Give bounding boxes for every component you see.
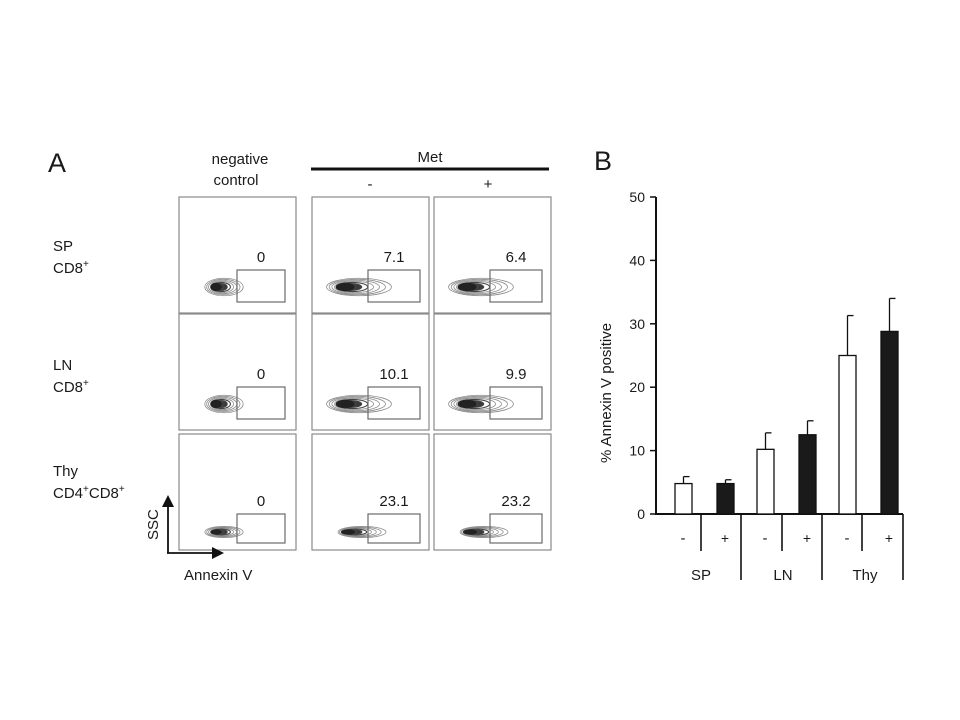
row-label-thy-line2: CD4+CD8+: [53, 484, 125, 502]
contour-density: [326, 277, 392, 297]
annexin-gate: [489, 269, 543, 303]
col-header-met-minus: -: [368, 176, 373, 193]
facs-axis-arrows: [162, 495, 224, 559]
row-label-thy: Thy CD4+CD8+: [53, 463, 125, 502]
contour-density: [204, 394, 244, 414]
row-label-sp-line1: SP: [53, 238, 73, 255]
treatment-label-plus: +: [803, 530, 811, 546]
contour-density: [204, 277, 244, 297]
gate-value: 0: [257, 493, 265, 510]
facs-plot-frame: [178, 196, 297, 314]
facs-plot-ln-met-plus: 9.9: [433, 313, 552, 431]
group-label-sp: SP: [691, 567, 711, 584]
contour-density: [204, 525, 244, 539]
row-label-ln-line2: CD8+: [53, 378, 89, 396]
row-label-ln-line1: LN: [53, 357, 72, 374]
facs-plot-ln-met-minus: 10.1: [311, 313, 430, 431]
annexin-gate: [367, 269, 421, 303]
contour-density: [337, 525, 387, 539]
bar-ln-minus: [756, 448, 775, 515]
row-label-sp-line2: CD8+: [53, 259, 89, 277]
facs-plot-thy-negative-control: 0: [178, 433, 297, 551]
facs-plot-sp-met-plus: 6.4: [433, 196, 552, 314]
bar-ln-plus: [798, 434, 817, 515]
facs-plot-frame: [433, 433, 552, 551]
facs-x-axis-label: Annexin V: [184, 567, 252, 584]
gate-value: 9.9: [506, 366, 527, 383]
annexin-gate: [489, 513, 543, 544]
gate-value: 10.1: [379, 366, 408, 383]
treatment-label-minus: -: [681, 530, 686, 547]
y-tick-label: 10: [629, 443, 645, 459]
panel-a-letter: A: [48, 148, 66, 178]
bar-y-axis-label: % Annexin V positive: [598, 323, 615, 463]
y-tick-label: 30: [629, 316, 645, 332]
group-label-ln: LN: [773, 567, 792, 584]
flow-cytometry-grid: 0 7.1 6.4 0 10.1 9.9 0 23.1 23.2: [178, 196, 552, 551]
annexin-gate: [489, 386, 543, 420]
group-label-thy: Thy: [852, 567, 878, 584]
annexin-gate: [367, 513, 421, 544]
facs-plot-ln-negative-control: 0: [178, 313, 297, 431]
facs-plot-sp-met-minus: 7.1: [311, 196, 430, 314]
bar-sp-plus: [716, 482, 735, 515]
facs-plot-thy-met-plus: 23.2: [433, 433, 552, 551]
gate-value: 6.4: [506, 249, 527, 266]
contour-density: [448, 394, 514, 414]
bar-thy-plus: [880, 330, 899, 515]
contour-density: [448, 277, 514, 297]
col-header-negative-control-line2: control: [213, 172, 258, 189]
annexin-gate: [367, 386, 421, 420]
treatment-label-minus: -: [763, 530, 768, 547]
met-label: Met: [417, 149, 443, 166]
col-header-negative-control-line1: negative: [212, 151, 269, 168]
gate-value: 0: [257, 249, 265, 266]
gate-value: 0: [257, 366, 265, 383]
y-tick-label: 40: [629, 252, 645, 268]
panel-b-letter: B: [594, 146, 612, 176]
treatment-label-plus: +: [885, 530, 893, 546]
row-label-ln: LN CD8+: [53, 357, 89, 396]
contour-density: [459, 525, 509, 539]
y-tick-label: 20: [629, 379, 645, 395]
treatment-label-minus: -: [845, 530, 850, 547]
gate-value: 23.1: [379, 493, 408, 510]
bar-thy-minus: [838, 354, 857, 515]
gate-value: 23.2: [501, 493, 530, 510]
bar-sp-minus: [674, 482, 693, 515]
bar-chart: 0 10 20 30 40 50 - + SP - + LN - + Thy: [629, 189, 904, 584]
col-header-met-plus: +: [484, 176, 493, 193]
facs-plot-thy-met-minus: 23.1: [311, 433, 430, 551]
row-label-sp: SP CD8+: [53, 238, 89, 277]
y-tick-label: 0: [637, 506, 645, 522]
annexin-gate: [236, 269, 286, 303]
facs-plot-sp-negative-control: 0: [178, 196, 297, 314]
facs-plot-frame: [311, 433, 430, 551]
annexin-gate: [236, 386, 286, 420]
facs-y-axis-label: SSC: [145, 509, 162, 540]
contour-density: [326, 394, 392, 414]
row-label-thy-line1: Thy: [53, 463, 79, 480]
annexin-gate: [236, 513, 286, 544]
y-tick-label: 50: [629, 189, 645, 205]
gate-value: 7.1: [384, 249, 405, 266]
treatment-label-plus: +: [721, 530, 729, 546]
